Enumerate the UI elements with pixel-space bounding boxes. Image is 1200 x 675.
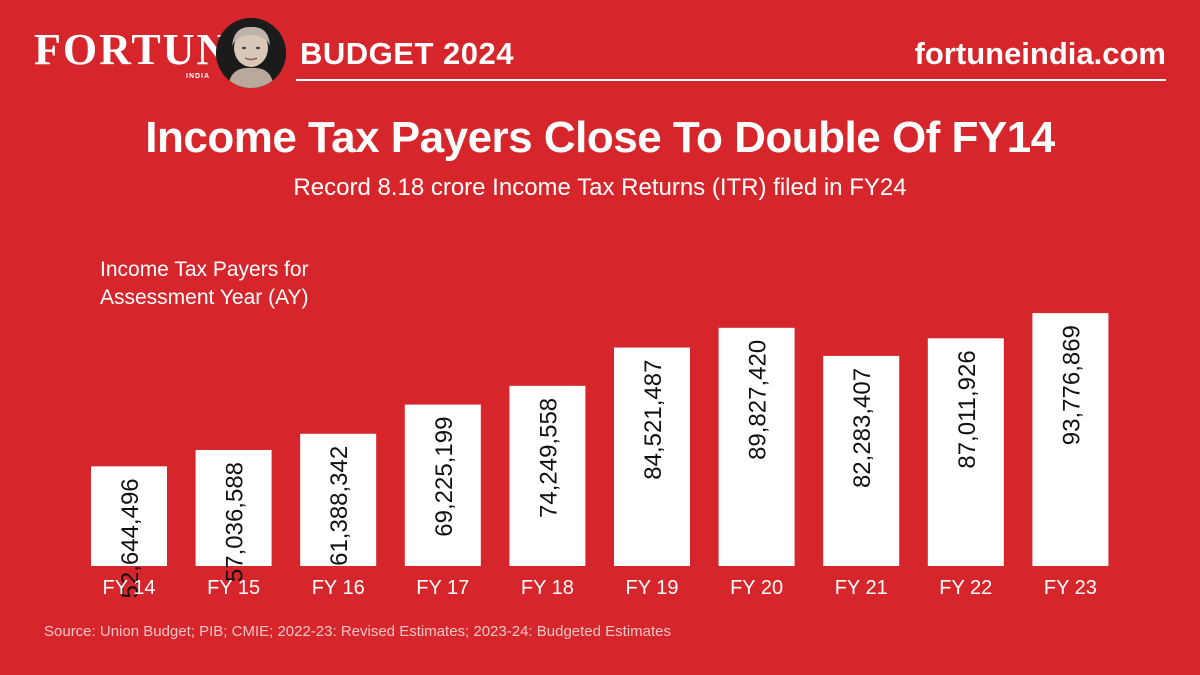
- bar-value-label: 87,011,926: [954, 350, 981, 468]
- bar-fy-19: [614, 347, 690, 566]
- bar-value-label: 89,827,420: [745, 340, 772, 460]
- category-label: FY 21: [835, 577, 888, 599]
- bar-fy-22: [927, 338, 1004, 566]
- source-note: Source: Union Budget; PIB; CMIE; 2022-23…: [44, 623, 672, 640]
- bar-fy-18: [509, 385, 586, 566]
- bar-fy-23: [1032, 313, 1109, 566]
- bar-value-label: 61,388,342: [326, 446, 353, 566]
- category-label: FY 19: [626, 577, 679, 599]
- bar-value-label: 84,521,487: [640, 360, 667, 480]
- site-link[interactable]: fortuneindia.com: [914, 36, 1166, 71]
- fortune-logo-sub: INDIA: [186, 73, 211, 80]
- series-label-line-1: Income Tax Payers for: [100, 258, 309, 281]
- category-label: FY 17: [416, 577, 469, 599]
- bar-fy-17: [404, 404, 481, 566]
- bar-fy-14: [91, 466, 167, 566]
- bar-fy-20: [718, 327, 795, 566]
- bar-value-label: 69,225,199: [431, 417, 458, 537]
- category-label: FY 22: [939, 577, 992, 599]
- bar-value-label: 52,644,496: [117, 478, 144, 598]
- series-label-line-2: Assessment Year (AY): [100, 286, 309, 309]
- chart-title: Income Tax Payers Close To Double Of FY1…: [145, 113, 1055, 162]
- bar-fy-21: [823, 355, 900, 566]
- bar-fy-16: [300, 433, 377, 566]
- category-label: FY 16: [312, 577, 365, 599]
- header-rule: [296, 79, 1166, 81]
- category-label: FY 20: [730, 577, 783, 599]
- category-label: FY 14: [103, 577, 156, 599]
- series-label: Income Tax Payers for Assessment Year (AY…: [100, 256, 309, 312]
- bar-value-label: 93,776,869: [1058, 325, 1085, 445]
- category-label: FY 23: [1044, 577, 1097, 599]
- bar-value-label: 74,249,558: [535, 398, 562, 518]
- category-label: FY 18: [521, 577, 574, 599]
- bar-value-label: 82,283,407: [849, 368, 876, 488]
- bar-value-label: 57,036,588: [222, 462, 249, 582]
- category-label: FY 15: [207, 577, 260, 599]
- bar-fy-15: [195, 449, 272, 566]
- portrait-icon: [216, 18, 286, 88]
- section-label: BUDGET 2024: [300, 36, 514, 71]
- chart-subtitle: Record 8.18 crore Income Tax Returns (IT…: [293, 174, 907, 201]
